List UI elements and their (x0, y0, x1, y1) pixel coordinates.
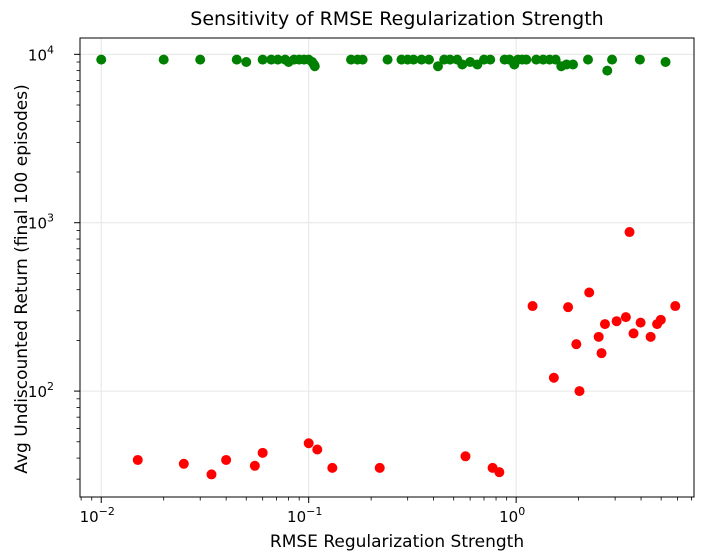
x-tick-exponent: 0 (518, 505, 525, 518)
data-point (249, 460, 260, 471)
y-axis-label: Avg Undiscounted Return (final 100 episo… (12, 84, 32, 473)
data-point (645, 331, 656, 342)
x-tick-exponent: −2 (99, 505, 115, 518)
data-point (178, 458, 189, 469)
data-point (611, 316, 622, 327)
data-point (257, 54, 268, 65)
x-tick-exponent: −1 (306, 505, 322, 518)
data-point (602, 65, 613, 76)
data-points (96, 54, 681, 480)
data-point (607, 54, 618, 65)
data-point (521, 54, 532, 65)
data-point (221, 454, 232, 465)
y-tick-exponent: 4 (47, 43, 54, 56)
data-point (574, 386, 585, 397)
data-point (531, 54, 542, 65)
x-axis-label: RMSE Regularization Strength (270, 532, 524, 552)
data-point (655, 314, 666, 325)
data-point (408, 54, 419, 65)
data-point (628, 328, 639, 339)
data-point (416, 54, 427, 65)
data-point (158, 54, 169, 65)
data-point (272, 54, 283, 65)
data-point (494, 467, 505, 478)
data-point (327, 462, 338, 473)
data-point (231, 54, 242, 65)
data-point (571, 339, 582, 350)
y-tick-exponent: 3 (47, 212, 54, 225)
data-point (432, 61, 443, 72)
plot-frame (79, 37, 695, 498)
grid (80, 38, 694, 497)
data-point (563, 302, 574, 313)
data-point (548, 372, 559, 383)
data-point (620, 312, 631, 323)
data-point (309, 61, 320, 72)
chart-title: Sensitivity of RMSE Regularization Stren… (190, 8, 603, 30)
data-point (312, 444, 323, 455)
data-point (635, 317, 646, 328)
data-point (670, 301, 681, 312)
series-0 (96, 54, 671, 76)
data-point (550, 54, 561, 65)
data-point (96, 54, 107, 65)
data-point (584, 287, 595, 298)
data-point (624, 227, 635, 238)
data-point (485, 54, 496, 65)
data-point (634, 54, 645, 65)
series-1 (132, 227, 681, 480)
data-point (460, 451, 471, 462)
x-tick-label: 10−1 (287, 505, 322, 526)
data-point (423, 54, 434, 65)
data-point (206, 469, 217, 480)
x-tick-label: 10−2 (80, 505, 115, 526)
data-point (382, 54, 393, 65)
data-point (241, 57, 252, 68)
y-tick-label: 104 (28, 43, 54, 64)
data-point (568, 59, 579, 70)
y-tick-exponent: 2 (47, 380, 54, 393)
data-point (582, 54, 593, 65)
data-point (599, 319, 610, 330)
x-tick-label: 100 (499, 505, 525, 526)
data-point (357, 54, 368, 65)
data-point (132, 454, 143, 465)
data-point (445, 54, 456, 65)
data-point (257, 447, 268, 458)
data-point (195, 54, 206, 65)
data-point (303, 438, 314, 449)
data-point (374, 462, 385, 473)
data-point (593, 331, 604, 342)
data-point (596, 348, 607, 359)
data-point (660, 57, 671, 68)
data-point (457, 59, 468, 70)
data-point (527, 301, 538, 312)
